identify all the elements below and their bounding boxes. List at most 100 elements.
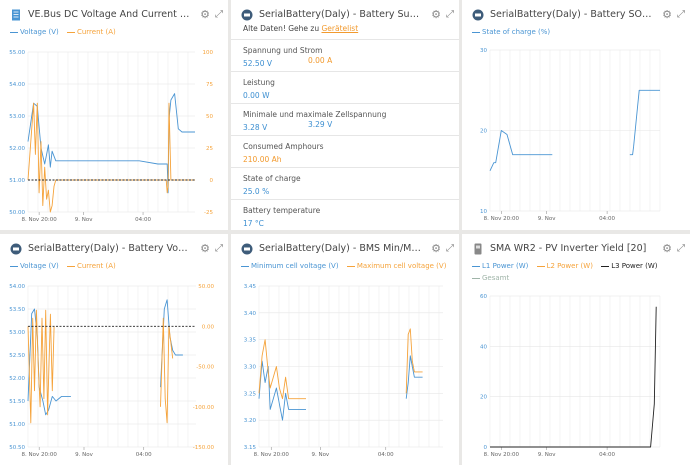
panel-title: SMA WR2 - PV Inverter Yield [20] [490, 243, 647, 254]
row-label: Battery temperature [243, 206, 321, 215]
series-line-state-of-charge [629, 89, 660, 156]
y-tick-label: 60 [480, 294, 487, 300]
row-label: Leistung [243, 78, 275, 87]
x-tick-label: 04:00 [378, 452, 394, 458]
y-tick-label: 20 [480, 129, 487, 135]
chart-cell-voltage: 3.45 3.40 3.35 3.30 3.25 3.20 3.158. Nov 20:00… [244, 284, 443, 458]
panel-header: SerialBattery(Daly) - Battery Voltage an… [6, 242, 224, 258]
series-line-maximum-cell-voltage-v [405, 328, 423, 394]
battery-icon [241, 243, 253, 255]
gear-icon[interactable]: ⚙ [662, 8, 672, 21]
y-tick-label: 0 [484, 445, 488, 451]
y2-tick-label: -50.00 [196, 365, 214, 371]
y-tick-label: 3.40 [244, 311, 257, 317]
legend-item[interactable]: Current (A) [66, 260, 116, 272]
x-tick-label: 8. Nov 20:00 [21, 217, 57, 223]
legend-label: L2 Power (W) [546, 262, 593, 270]
alert-text: Alte Daten! Gehe zu [243, 24, 322, 33]
y-tick-label: 3.25 [244, 391, 257, 397]
y-tick-label: 40 [480, 344, 487, 350]
series-line-voltage-v [27, 308, 71, 416]
summary-row: Consumed Amphours 210.00 Ah [231, 136, 459, 168]
panel-header: SerialBattery(Daly) - BMS Min/Max Cell V… [237, 242, 455, 258]
legend-item[interactable]: L2 Power (W) [536, 260, 593, 272]
summary-list: Alte Daten! Gehe zu Gerätelist Spannung … [231, 22, 459, 230]
gear-icon[interactable]: ⚙ [200, 242, 210, 255]
y-tick-label: 53.50 [9, 307, 25, 313]
series-line-current-a [27, 102, 195, 213]
x-tick-label: 04:00 [135, 217, 151, 223]
legend-item[interactable]: Voltage (V) [10, 260, 59, 272]
series-line-maximum-cell-voltage-v [258, 339, 306, 400]
panel-battery-summary: SerialBattery(Daly) - Battery Summary [1… [231, 0, 459, 230]
x-tick-label: 8. Nov 20:00 [22, 452, 58, 458]
chart-legend: Voltage (V) Current (A) [10, 260, 224, 272]
y-tick-label: 30 [480, 48, 487, 54]
chart-legend: L1 Power (W) L2 Power (W) L3 Power (W) G… [472, 260, 686, 284]
legend-label: Gesamt [482, 274, 510, 282]
y-tick-label: 3.30 [244, 365, 257, 371]
legend-item[interactable]: State of charge (%) [472, 26, 550, 38]
legend-item[interactable]: Voltage (V) [10, 26, 59, 38]
chart-legend: Minimum cell voltage (V) Maximum cell vo… [241, 260, 455, 272]
y2-tick-label: 25 [206, 146, 213, 152]
panel-header: VE.Bus DC Voltage And Current [288] ⚙ ⤢ [6, 8, 224, 24]
panel-vebus-dc: VE.Bus DC Voltage And Current [288] ⚙ ⤢ … [0, 0, 228, 230]
expand-icon[interactable]: ⤢ [446, 243, 454, 254]
y-tick-label: 52.00 [9, 146, 25, 152]
gear-icon[interactable]: ⚙ [431, 8, 441, 21]
y-tick-label: 3.15 [244, 445, 257, 451]
x-tick-label: 9. Nov [538, 452, 556, 458]
legend-item[interactable]: L1 Power (W) [472, 260, 528, 272]
row-label: Consumed Amphours [243, 142, 324, 151]
legend-label: Current (A) [76, 262, 116, 270]
series-line-current-a [27, 309, 55, 424]
expand-icon[interactable]: ⤢ [215, 9, 223, 20]
y-tick-label: 52.50 [9, 353, 25, 359]
summary-row: Battery temperature 17 °C [231, 200, 459, 230]
battery-icon [10, 243, 22, 255]
chart-pv-yield: 60 40 20 08. Nov 20:00 9. Nov 04:00 [480, 294, 661, 458]
gear-icon[interactable]: ⚙ [662, 242, 672, 255]
x-tick-label: 04:00 [599, 216, 615, 222]
row-label: Minimale und maximale Zellspannung [243, 110, 387, 119]
row-value: 3.28 V [243, 123, 268, 132]
x-tick-label: 8. Nov 20:00 [254, 452, 290, 458]
y-tick-label: 54.00 [9, 284, 25, 290]
y-tick-label: 10 [480, 209, 487, 215]
y-tick-label: 53.00 [9, 114, 25, 120]
legend-item[interactable]: Gesamt [472, 272, 509, 284]
legend-item[interactable]: Current (A) [66, 26, 116, 38]
row-value: 0.00 W [243, 91, 270, 100]
panel-title: VE.Bus DC Voltage And Current [288] [28, 9, 190, 20]
panel-title: SerialBattery(Daly) - BMS Min/Max Cell V… [259, 243, 421, 254]
stale-data-alert: Alte Daten! Gehe zu Gerätelist [231, 22, 459, 40]
row-value: 210.00 Ah [243, 155, 282, 164]
y-tick-label: 3.20 [244, 418, 257, 424]
series-line-l3-power-w [490, 306, 657, 448]
device-list-link[interactable]: Gerätelist [321, 24, 359, 33]
expand-icon[interactable]: ⤢ [215, 243, 223, 254]
y-tick-label: 3.45 [244, 284, 257, 290]
y-tick-label: 51.00 [9, 178, 25, 184]
legend-label: Voltage (V) [20, 28, 59, 36]
gear-icon[interactable]: ⚙ [200, 8, 210, 21]
row-value: 25.0 % [243, 187, 270, 196]
expand-icon[interactable]: ⤢ [677, 243, 685, 254]
panel-pv-inverter: SMA WR2 - PV Inverter Yield [20] ⚙ ⤢ L1 … [462, 234, 690, 465]
panel-header: SerialBattery(Daly) - Battery Summary [1… [237, 8, 455, 24]
expand-icon[interactable]: ⤢ [446, 9, 454, 20]
legend-item[interactable]: Maximum cell voltage (V) [346, 260, 447, 272]
y2-tick-label: 50.00 [198, 284, 214, 290]
y-tick-label: 50.50 [9, 445, 25, 451]
legend-label: Voltage (V) [20, 262, 59, 270]
legend-label: Maximum cell voltage (V) [356, 262, 447, 270]
y2-tick-label: 0 [210, 178, 214, 184]
expand-icon[interactable]: ⤢ [677, 9, 685, 20]
y-tick-label: 3.35 [244, 338, 257, 344]
x-tick-label: 9. Nov [311, 452, 329, 458]
legend-item[interactable]: Minimum cell voltage (V) [241, 260, 339, 272]
summary-row: State of charge 25.0 % [231, 168, 459, 200]
legend-item[interactable]: L3 Power (W) [601, 260, 658, 272]
gear-icon[interactable]: ⚙ [431, 242, 441, 255]
